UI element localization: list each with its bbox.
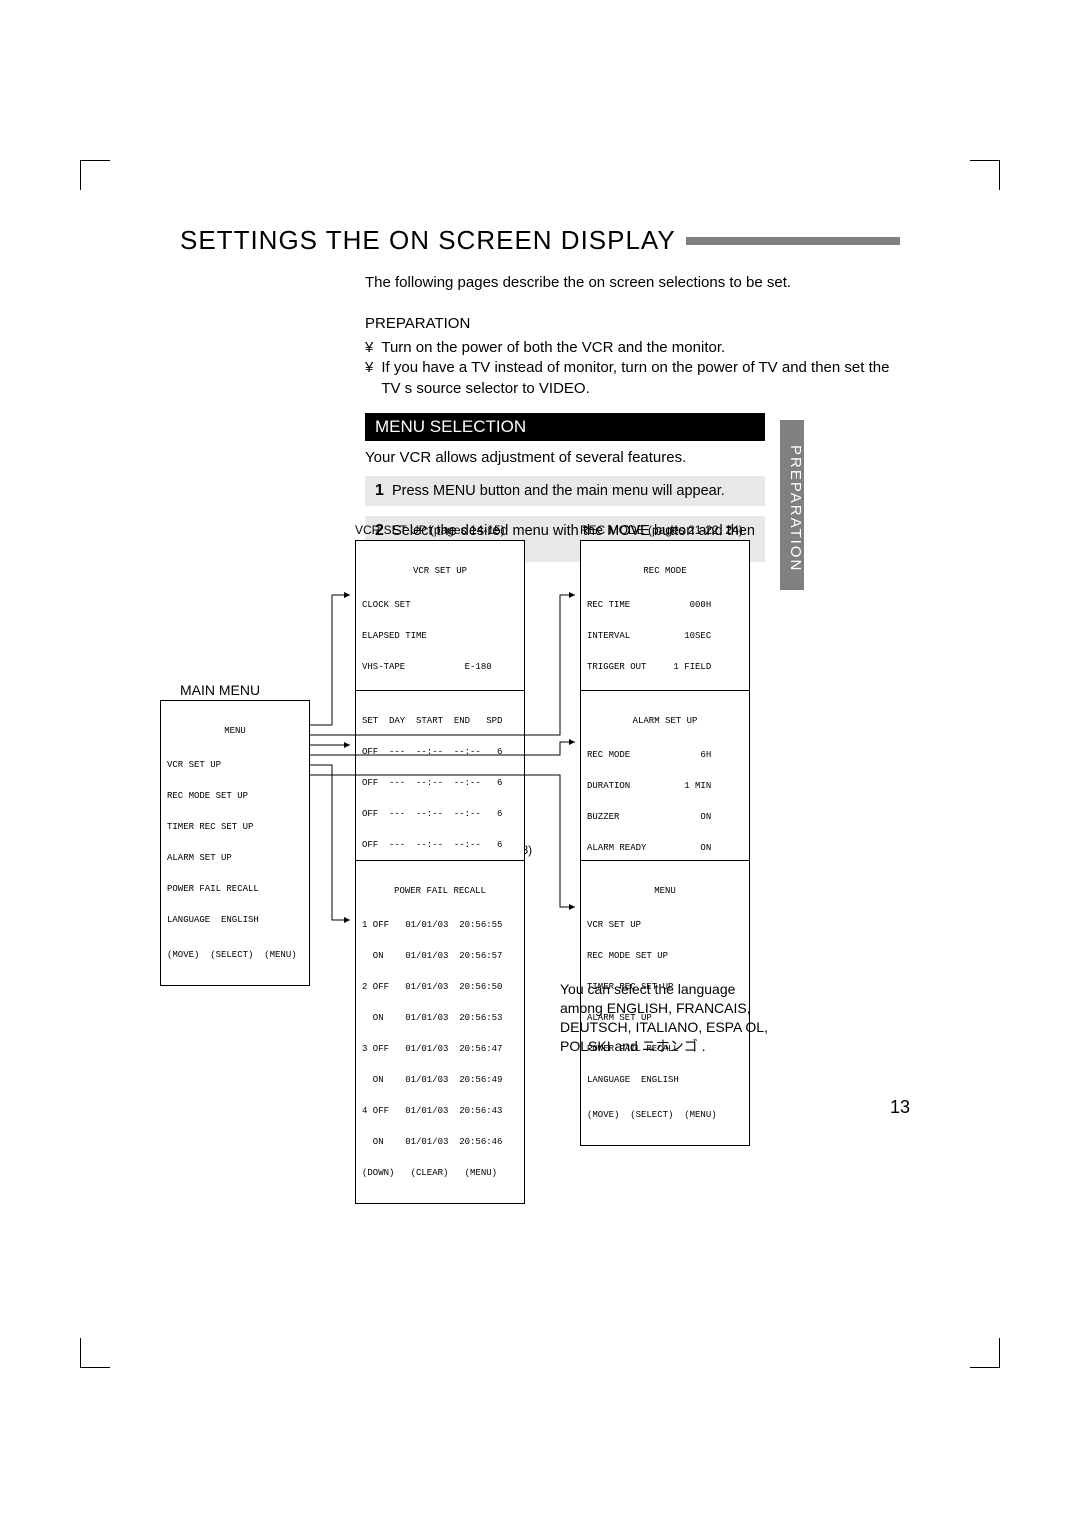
box-line: DURATION 1 MIN [587,781,743,791]
menu-intro: Your VCR allows adjustment of several fe… [365,449,900,466]
box-line: LANGUAGE ENGLISH [587,1075,743,1085]
step-1: 1 Press MENU button and the main menu wi… [365,476,765,506]
box-line: LANGUAGE ENGLISH [167,915,303,925]
bullet: ¥ [365,338,373,358]
preparation-heading: PREPARATION [365,315,900,332]
intro-text: The following pages describe the on scre… [365,274,900,291]
page-number: 13 [890,1097,910,1118]
main-menu-label: MAIN MENU [180,682,260,698]
box-line: REC MODE 6H [587,750,743,760]
box-line: ELAPSED TIME [362,631,518,641]
caption-rec: REC MODE (pages 21-22, 24) [580,523,743,537]
box-line: 3 OFF 01/01/03 20:56:47 [362,1044,518,1054]
bullet: ¥ [365,358,373,399]
crop-mark [80,160,110,190]
box-line: CLOCK SET [362,600,518,610]
box-footer: (MOVE) (SELECT) (MENU) [587,1110,743,1120]
box-line: OFF --- --:-- --:-- 6 [362,809,518,819]
box-line: ON 01/01/03 20:56:53 [362,1013,518,1023]
crop-mark [80,1338,110,1368]
prep-item: If you have a TV instead of monitor, tur… [381,358,900,399]
box-line: REC TIME 000H [587,600,743,610]
box-title: VCR SET UP [362,566,518,576]
box-line: SET DAY START END SPD [362,716,518,726]
crop-mark [970,160,1000,190]
preparation-list: ¥ Turn on the power of both the VCR and … [365,338,900,399]
box-line: 1 OFF 01/01/03 20:56:55 [362,920,518,930]
box-line: REC MODE SET UP [587,951,743,961]
box-line: OFF --- --:-- --:-- 6 [362,840,518,850]
box-line: ALARM READY ON [587,843,743,853]
box-line: OFF --- --:-- --:-- 6 [362,778,518,788]
box-line: TRIGGER OUT 1 FIELD [587,662,743,672]
box-line: ON 01/01/03 20:56:49 [362,1075,518,1085]
box-line: VHS-TAPE E-180 [362,662,518,672]
menu-selection-header: MENU SELECTION [365,413,765,441]
box-line: ALARM SET UP [167,853,303,863]
box-line: VCR SET UP [587,920,743,930]
box-title: MENU [587,886,743,896]
power-fail-box: POWER FAIL RECALL 1 OFF 01/01/03 20:56:5… [355,860,525,1204]
box-line: ON 01/01/03 20:56:57 [362,951,518,961]
title-bar [686,237,900,245]
main-menu-box: MENU VCR SET UP REC MODE SET UP TIMER RE… [160,700,310,986]
box-title: POWER FAIL RECALL [362,886,518,896]
crop-mark [970,1338,1000,1368]
box-line: TIMER REC SET UP [167,822,303,832]
box-line: BUZZER ON [587,812,743,822]
prep-item: Turn on the power of both the VCR and th… [381,338,725,358]
box-footer: (MOVE) (SELECT) (MENU) [167,950,303,960]
box-line: 2 OFF 01/01/03 20:56:50 [362,982,518,992]
box-line: POWER FAIL RECALL [167,884,303,894]
box-line: REC MODE SET UP [167,791,303,801]
step-text: Press MENU button and the main menu will… [392,483,725,499]
box-title: ALARM SET UP [587,716,743,726]
box-title: REC MODE [587,566,743,576]
box-line: 4 OFF 01/01/03 20:56:43 [362,1106,518,1116]
box-title: MENU [167,726,303,736]
box-footer: (DOWN) (CLEAR) (MENU) [362,1168,518,1178]
caption-vcr: VCR SET UP (pages 14-15) [355,523,505,537]
box-line: INTERVAL 10SEC [587,631,743,641]
title-row: SETTINGS THE ON SCREEN DISPLAY [180,225,900,256]
box-line: OFF --- --:-- --:-- 6 [362,747,518,757]
language-note: You can select the language among ENGLIS… [560,980,770,1056]
page-title: SETTINGS THE ON SCREEN DISPLAY [180,225,676,256]
menu-diagram: MAIN MENU VCR SET UP (pages 14-15) REC M… [160,520,800,1040]
step-num: 1 [375,482,384,499]
box-line: ON 01/01/03 20:56:46 [362,1137,518,1147]
box-line: VCR SET UP [167,760,303,770]
